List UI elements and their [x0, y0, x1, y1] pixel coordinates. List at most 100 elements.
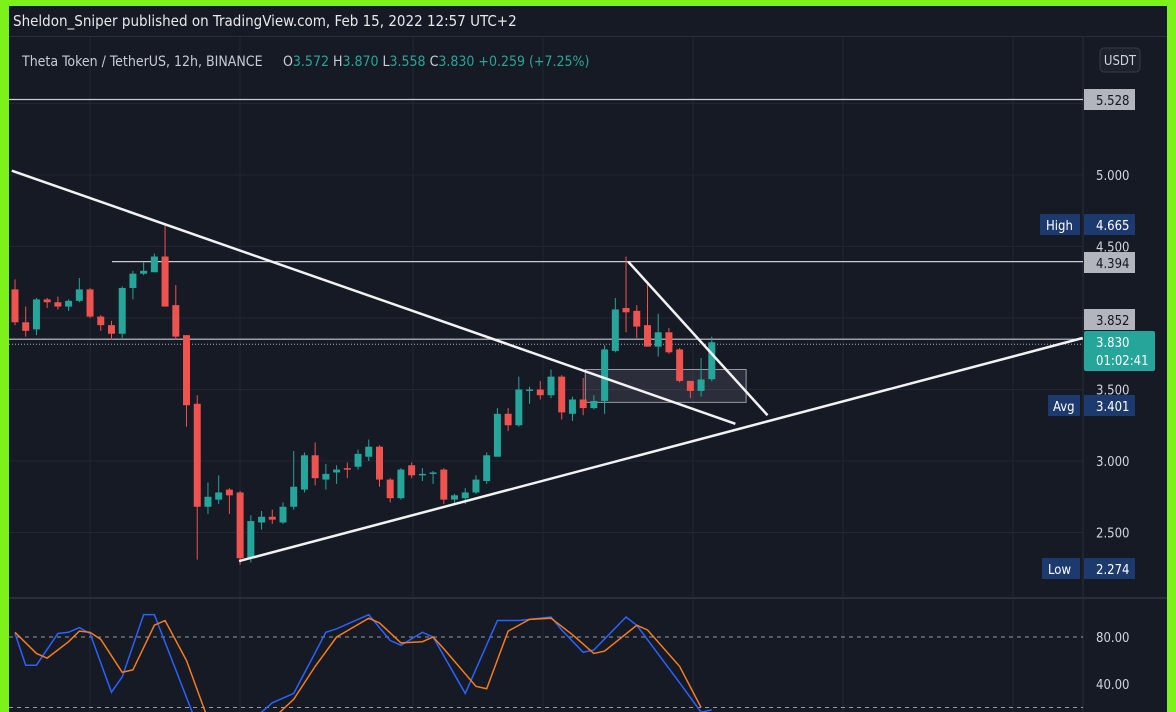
candle-down	[22, 322, 30, 331]
candle-up	[472, 479, 480, 493]
candle-up	[397, 469, 405, 499]
candle-up	[354, 453, 362, 467]
candle-down	[633, 310, 641, 327]
last-price-text: 3.830	[1096, 336, 1129, 351]
label-4394: 4.394	[1084, 252, 1135, 273]
candle-up	[568, 399, 576, 414]
candle-up	[75, 289, 83, 301]
currency-button[interactable]: USDT	[1099, 47, 1141, 73]
candle-down	[558, 376, 566, 413]
candle-down	[440, 469, 448, 500]
low-title: Low	[1048, 563, 1071, 578]
zone-rectangle	[584, 368, 747, 403]
candle-down	[311, 455, 319, 479]
stoch-tick-label: 40.00	[1096, 678, 1129, 693]
candle-down	[504, 413, 512, 426]
candle-up	[590, 400, 598, 409]
candle-up	[65, 300, 73, 307]
candle-up	[118, 287, 126, 334]
candle-down	[643, 325, 651, 347]
price-labels: 5.528 High 4.665 4.394 3.852 3.830 01:02:…	[1040, 89, 1155, 579]
candle-up	[547, 376, 555, 396]
high-value: 4.665	[1096, 219, 1129, 234]
price-axis[interactable]: 5.000 4.500 3.500 3.000 2.500 80.00 40.00	[1096, 169, 1129, 693]
trendline	[11, 169, 736, 425]
price-chart[interactable]: Theta Token / TetherUS, 12h, BINANCE O3.…	[9, 6, 1167, 712]
candle-up	[279, 506, 287, 523]
candle-up	[258, 516, 266, 523]
candle-down	[622, 307, 630, 313]
candle-up	[483, 455, 491, 482]
low-value: 2.274	[1096, 563, 1129, 578]
candle-down	[686, 380, 694, 391]
label-5528-text: 5.528	[1096, 94, 1129, 109]
candle-up	[140, 270, 148, 274]
candle-down	[225, 489, 233, 496]
candle-down	[54, 302, 62, 307]
candle-down	[172, 305, 180, 337]
legend: Theta Token / TetherUS, 12h, BINANCE O3.…	[21, 54, 589, 70]
price-tick-label: 4.500	[1096, 241, 1129, 256]
stochastic-pane	[9, 613, 1083, 712]
avg-title: Avg	[1053, 400, 1075, 415]
candle-up	[451, 495, 459, 500]
candle-up	[150, 256, 158, 273]
candle-up	[300, 455, 308, 490]
candle-down	[183, 335, 191, 406]
legend-h-label: H	[333, 54, 342, 70]
trendline	[627, 260, 769, 417]
candle-down	[107, 325, 115, 334]
candle-up	[708, 342, 716, 380]
candle-up	[204, 496, 212, 507]
candle-down	[579, 399, 587, 409]
candle-up	[365, 446, 373, 457]
legend-o-value: 3.572	[293, 54, 329, 70]
candle-down	[536, 389, 544, 396]
legend-o-label: O	[283, 54, 293, 70]
candle-up	[322, 473, 330, 480]
candle-down	[343, 468, 351, 470]
legend-ohlc: O3.572 H3.870 L3.558 C3.830 +0.259 (+7.2…	[283, 54, 589, 70]
candle-up	[654, 332, 662, 347]
high-title: High	[1046, 219, 1073, 234]
candle-up	[290, 486, 298, 507]
trendline	[238, 336, 1083, 563]
label-low: Low 2.274	[1042, 558, 1135, 579]
label-last-price: 3.830 01:02:41	[1084, 331, 1155, 371]
candle-up	[461, 492, 469, 499]
candle-down	[676, 349, 684, 381]
candle-down	[665, 332, 673, 353]
publisher-header: Sheldon_Sniper published on TradingView.…	[9, 6, 1167, 37]
legend-c-label: C	[430, 54, 439, 70]
candle-down	[408, 465, 416, 476]
candle-up	[247, 521, 255, 559]
candle-up	[515, 389, 523, 426]
grid	[9, 37, 1083, 712]
candle-up	[32, 299, 40, 330]
price-tick-label: 2.500	[1096, 527, 1129, 542]
legend-change: +0.259 (+7.25%)	[478, 54, 589, 70]
legend-symbol: Theta Token / TetherUS, 12h, BINANCE	[21, 54, 263, 70]
candle-up	[697, 379, 705, 391]
legend-l-label: L	[383, 54, 390, 70]
candle-up	[611, 309, 619, 351]
candle-down	[97, 316, 105, 326]
stoch-k-line	[14, 613, 712, 712]
candle-down	[375, 446, 383, 480]
candle-down	[268, 516, 276, 520]
stoch-tick-label: 80.00	[1096, 631, 1129, 646]
price-tick-label: 5.000	[1096, 169, 1129, 184]
stoch-d-line	[14, 617, 702, 712]
candle-up	[215, 492, 223, 500]
legend-c-value: 3.830	[438, 54, 474, 70]
chart-frame: Sheldon_Sniper published on TradingView.…	[9, 6, 1167, 712]
label-high: High 4.665	[1040, 214, 1135, 235]
candle-down	[193, 403, 201, 507]
candle-down	[11, 289, 19, 323]
label-4394-text: 4.394	[1096, 257, 1129, 272]
candle-pane	[9, 98, 1083, 565]
candle-down	[161, 256, 169, 307]
candle-up	[429, 472, 437, 474]
legend-h-value: 3.870	[342, 54, 378, 70]
candle-up	[333, 469, 341, 473]
